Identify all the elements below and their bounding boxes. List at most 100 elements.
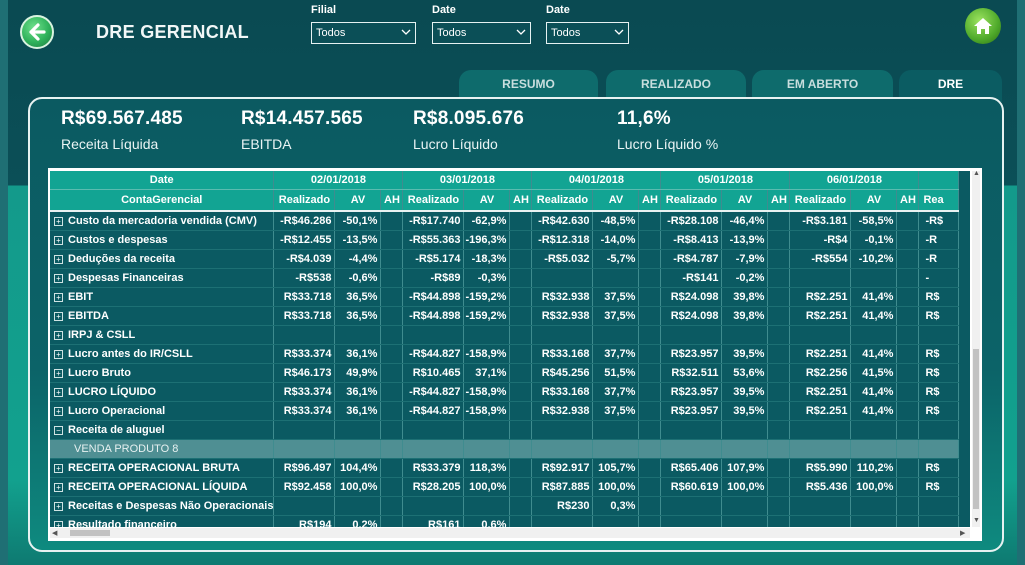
subcolumn-header[interactable]: Realizado xyxy=(273,189,336,212)
av-cell xyxy=(592,439,640,459)
date-column-header[interactable]: 06/01/2018 xyxy=(789,171,920,190)
subcolumn-header[interactable]: AH xyxy=(638,189,662,212)
matrix-grid[interactable]: Date 02/01/2018 03/01/2018 04/01/2018 05/01/… xyxy=(50,171,970,527)
row-label-cell: + Receitas e Despesas Não Operacionais xyxy=(50,496,275,516)
subcolumn-header[interactable]: AV xyxy=(592,189,640,212)
realizado-cell: R$24.098 xyxy=(660,287,723,307)
conta-gerencial-header[interactable]: ContaGerencial xyxy=(50,189,275,212)
filter-filial-select[interactable]: Todos xyxy=(311,22,416,44)
realizado-cell: R$92.917 xyxy=(531,458,594,478)
table-row: + RECEITA OPERACIONAL LÍQUIDA R$92.458 100,… xyxy=(50,477,960,497)
realizado-cell: R$32.938 xyxy=(531,287,594,307)
row-label-cell: + Lucro Bruto xyxy=(50,363,275,383)
expand-icon[interactable]: + xyxy=(54,273,63,283)
realizado-cell: -R$44.827 xyxy=(402,382,465,402)
ah-cell xyxy=(896,382,920,402)
row-label: Custo da mercadoria vendida (CMV) xyxy=(68,214,257,227)
kpi-lucro-liquido: R$8.095.676 Lucro Líquido xyxy=(413,108,524,152)
subcolumn-header[interactable]: AV xyxy=(334,189,382,212)
subcolumn-header[interactable]: AV xyxy=(850,189,898,212)
expand-icon[interactable]: + xyxy=(54,292,63,302)
expand-icon[interactable]: + xyxy=(54,254,63,264)
subcolumn-header[interactable]: Realizado xyxy=(789,189,852,212)
ah-cell xyxy=(896,268,920,288)
tab-realizado[interactable]: REALIZADO xyxy=(606,70,746,100)
av-cell: -7,9% xyxy=(721,249,769,269)
horizontal-scroll-thumb[interactable] xyxy=(70,530,110,536)
vertical-scroll-thumb[interactable] xyxy=(973,349,979,509)
ah-cell xyxy=(380,496,404,516)
subcolumn-header[interactable]: Realizado xyxy=(531,189,594,212)
expand-icon[interactable]: + xyxy=(54,216,63,226)
scroll-right-icon[interactable]: ▶ xyxy=(960,530,966,537)
realizado-cell: R$33.168 xyxy=(531,382,594,402)
expand-icon[interactable]: + xyxy=(54,482,63,492)
realizado-cell: R$5.436 xyxy=(789,477,852,497)
subcolumn-header[interactable]: AV xyxy=(721,189,769,212)
date-column-header[interactable]: 03/01/2018 xyxy=(402,171,533,190)
collapse-icon[interactable]: − xyxy=(54,425,63,435)
row-label-cell: + Resultado financeiro xyxy=(50,515,275,527)
expand-icon[interactable]: + xyxy=(54,349,63,359)
subcolumn-header[interactable]: Realizado xyxy=(402,189,465,212)
ah-cell xyxy=(509,458,533,478)
av-cell: 36,1% xyxy=(334,344,382,364)
expand-icon[interactable]: + xyxy=(54,330,63,340)
filter-filial-label: Filial xyxy=(311,4,337,16)
subcolumn-header[interactable]: AH xyxy=(380,189,404,212)
av-cell: 100,0% xyxy=(463,477,511,497)
subcolumn-header[interactable]: AH xyxy=(767,189,791,212)
realizado-cell: R$33.718 xyxy=(273,306,336,326)
ah-cell xyxy=(509,230,533,250)
realizado-cell: -R$5.174 xyxy=(402,249,465,269)
expand-icon[interactable]: + xyxy=(54,311,63,321)
ah-cell xyxy=(767,363,791,383)
expand-icon[interactable]: + xyxy=(54,520,63,527)
av-cell: 39,8% xyxy=(721,287,769,307)
ah-cell xyxy=(638,306,662,326)
av-cell: 0,6% xyxy=(463,515,511,527)
expand-icon[interactable]: + xyxy=(54,406,63,416)
scroll-left-icon[interactable]: ◀ xyxy=(52,530,58,537)
realizado-cell xyxy=(273,420,336,440)
home-button[interactable] xyxy=(965,8,1001,44)
realizado-cell xyxy=(660,420,723,440)
horizontal-scrollbar[interactable]: ◀ ▶ xyxy=(50,528,970,538)
subcolumn-header[interactable]: Realizado xyxy=(660,189,723,212)
scroll-down-icon[interactable]: ▼ xyxy=(973,517,980,524)
table-row: + Custos e despesas -R$12.455 -13,5% -R$55.3… xyxy=(50,230,960,250)
date-column-header[interactable]: 04/01/2018 xyxy=(531,171,662,190)
subcolumn-header[interactable]: AH xyxy=(896,189,920,212)
expand-icon[interactable]: + xyxy=(54,368,63,378)
date-column-header[interactable]: 05/01/2018 xyxy=(660,171,791,190)
filter-date-2-select[interactable]: Todos xyxy=(546,22,629,44)
expand-icon[interactable]: + xyxy=(54,387,63,397)
ah-cell xyxy=(638,420,662,440)
ah-cell xyxy=(380,249,404,269)
partial-cell: -R xyxy=(918,249,960,269)
tab-dre[interactable]: DRE xyxy=(899,70,1002,102)
row-label: Lucro Bruto xyxy=(68,366,131,379)
realizado-cell: R$10.465 xyxy=(402,363,465,383)
filter-date-1-select[interactable]: Todos xyxy=(432,22,531,44)
tab-resumo[interactable]: RESUMO xyxy=(459,70,598,100)
expand-icon[interactable]: + xyxy=(54,235,63,245)
date-column-header[interactable]: 02/01/2018 xyxy=(273,171,404,190)
realizado-cell xyxy=(789,325,852,345)
scroll-up-icon[interactable]: ▲ xyxy=(973,170,980,177)
av-cell: 39,5% xyxy=(721,401,769,421)
tab-em-aberto[interactable]: EM ABERTO xyxy=(752,70,893,100)
partial-cell xyxy=(918,325,960,345)
ah-cell xyxy=(638,325,662,345)
expand-icon[interactable]: + xyxy=(54,463,63,473)
expand-icon[interactable]: + xyxy=(54,501,63,511)
av-cell: -0,6% xyxy=(334,268,382,288)
subcolumn-header[interactable]: AH xyxy=(509,189,533,212)
row-label: Deduções da receita xyxy=(68,252,175,265)
row-label: Receita de aluguel xyxy=(68,423,165,436)
subcolumn-header[interactable]: AV xyxy=(463,189,511,212)
subcolumn-header-partial[interactable]: Rea xyxy=(918,189,960,212)
vertical-scrollbar[interactable]: ▲ ▼ xyxy=(972,170,980,527)
realizado-cell xyxy=(531,420,594,440)
back-button[interactable] xyxy=(20,15,54,49)
